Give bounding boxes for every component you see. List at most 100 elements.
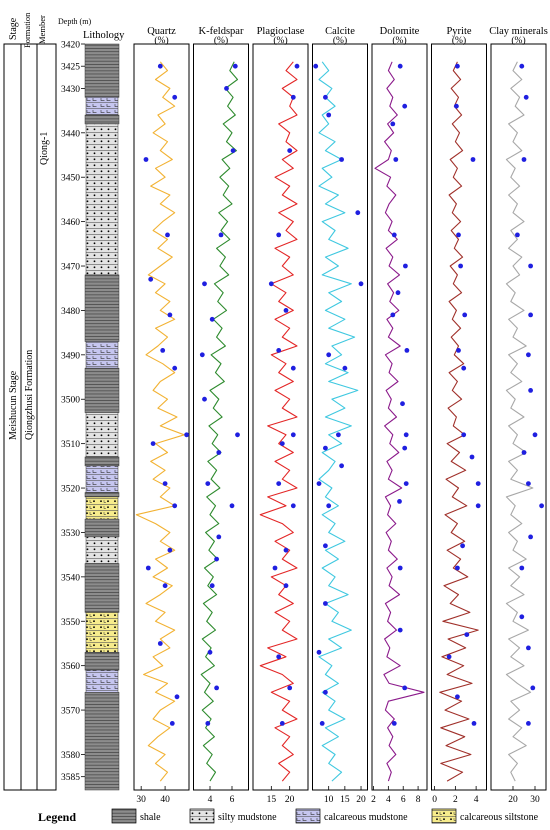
sample-point	[290, 365, 296, 371]
legend-swatch-calcareous-siltstone	[431, 808, 457, 824]
x-tick-label: 20	[508, 795, 518, 805]
legend-swatch-shale	[111, 808, 137, 824]
sample-point	[276, 481, 282, 486]
panel-unit: (%)	[392, 35, 406, 46]
sample-point	[391, 721, 397, 726]
sample-point	[323, 601, 328, 606]
sample-point	[145, 565, 151, 571]
formation-header: Formation	[22, 12, 32, 48]
sample-point	[528, 388, 533, 393]
panel-unit: (%)	[273, 35, 287, 46]
x-tick-label: 0	[432, 795, 437, 805]
sample-point	[276, 348, 282, 353]
sample-point	[456, 232, 461, 238]
sample-point	[456, 348, 461, 353]
lithology-bed	[84, 563, 120, 613]
sample-point	[199, 352, 205, 358]
lithology-bed	[85, 97, 119, 116]
x-tick-label: 6	[401, 795, 406, 805]
sample-point	[402, 685, 408, 691]
sample-point	[202, 396, 207, 402]
series-line	[439, 61, 479, 782]
stage-header: Stage	[8, 17, 19, 40]
member-header: Member	[37, 15, 47, 44]
sample-point	[232, 63, 238, 69]
sample-point	[209, 583, 215, 589]
sample-point	[526, 352, 531, 358]
sample-point	[276, 654, 282, 660]
panel-unit: (%)	[154, 35, 168, 46]
member-label: Qiong-1	[39, 132, 50, 165]
sample-point	[216, 534, 222, 540]
lithology-bed	[84, 274, 120, 342]
x-tick-label: 4	[474, 795, 479, 805]
panel-title: Clay minerals	[489, 26, 548, 37]
sample-point	[395, 290, 401, 296]
sample-point	[150, 441, 156, 446]
lithology-bed	[84, 367, 120, 413]
panel-unit: (%)	[333, 35, 347, 46]
formation-label: Qiongzhusi Formation	[24, 350, 35, 440]
sample-point	[214, 556, 220, 562]
sample-point	[526, 481, 531, 486]
depth-tick-label: 3580	[61, 751, 80, 761]
panel-frame	[193, 43, 249, 791]
sample-point	[342, 365, 348, 371]
lithology-bed	[84, 114, 120, 125]
x-tick-label: 40	[160, 795, 170, 805]
sample-point	[390, 312, 396, 318]
sample-point	[184, 432, 190, 438]
sample-point	[475, 481, 481, 486]
depth-tick-label: 3480	[61, 307, 80, 317]
lithology-bed	[85, 612, 119, 653]
x-tick-label: 2	[371, 795, 376, 805]
panel-frame	[133, 43, 190, 791]
panel-clay-minerals: Clay minerals(%) 20 30	[489, 26, 548, 805]
series-line	[259, 61, 298, 782]
sample-point	[218, 232, 224, 238]
depth-tick-label: 3450	[61, 174, 80, 184]
panel-plagioclase: Plagioclase(%) 15 20	[252, 26, 309, 805]
sample-point	[162, 583, 168, 589]
sample-point	[283, 308, 289, 313]
sample-point	[167, 547, 173, 553]
sample-point	[526, 645, 531, 651]
sample-point	[404, 348, 410, 353]
sample-point	[143, 157, 149, 162]
sample-point	[519, 614, 525, 620]
stage-label: Meishucun Stage	[8, 370, 19, 440]
sample-point	[172, 503, 178, 509]
sample-point	[403, 481, 409, 486]
sample-point	[323, 689, 328, 695]
sample-point	[339, 463, 344, 469]
sample-point	[528, 534, 533, 540]
depth-tick-label: 3460	[61, 218, 80, 228]
depth-tick-label: 3470	[61, 263, 80, 273]
sample-point	[521, 157, 527, 162]
sample-point	[532, 432, 538, 438]
sample-point	[455, 565, 460, 571]
sample-point	[355, 210, 361, 216]
sample-point	[339, 157, 344, 162]
sample-point	[316, 649, 322, 655]
panel-title: Quartz	[147, 26, 176, 37]
panel-title: K-feldspar	[199, 26, 244, 37]
legend-swatch-calcareous-mudstone	[295, 808, 321, 824]
sample-point	[283, 547, 289, 553]
lithology-column	[84, 43, 120, 791]
sample-point	[446, 654, 452, 660]
sample-point	[207, 649, 213, 655]
panel-title: Calcite	[325, 26, 355, 37]
x-tick-label: 8	[416, 795, 421, 805]
sample-point	[400, 401, 405, 407]
sample-point	[316, 481, 322, 486]
sample-point	[202, 281, 207, 287]
sample-point	[393, 157, 399, 162]
legend-swatch-silty-mudstone	[189, 808, 215, 824]
sample-point	[323, 94, 328, 100]
sample-point	[209, 316, 215, 322]
panel-dolomite: Dolomite(%) 2 4 6 8	[371, 26, 428, 805]
sample-point	[336, 432, 341, 438]
sample-point	[402, 103, 408, 109]
x-tick-label: 10	[324, 795, 334, 805]
